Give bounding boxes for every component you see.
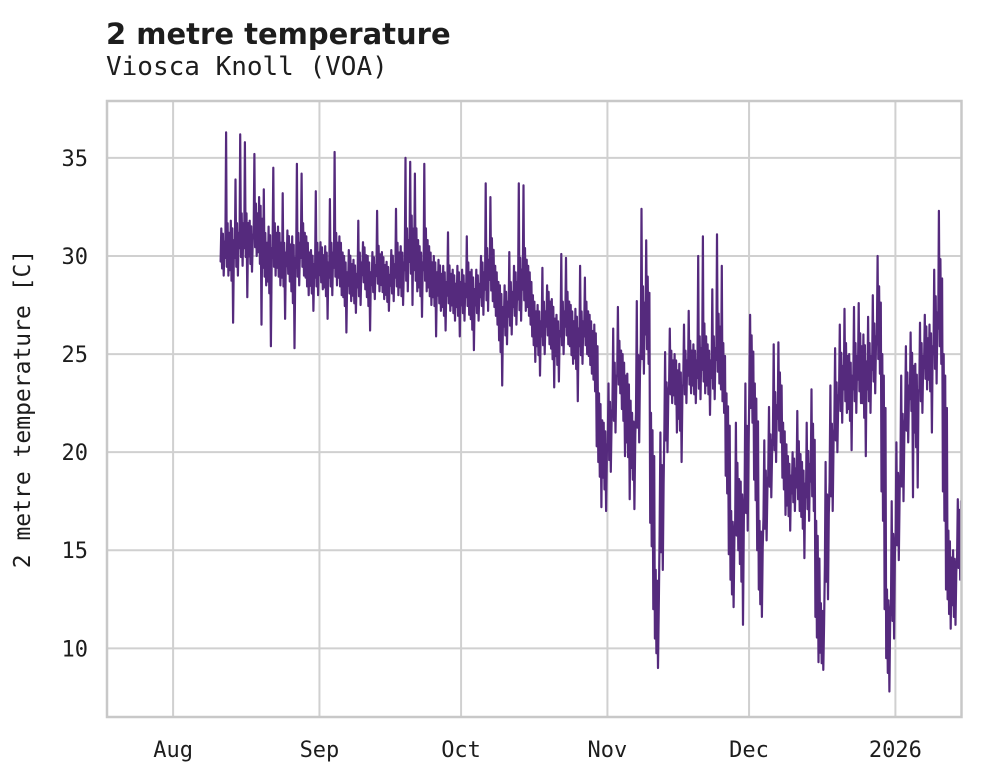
y-tick-label: 25	[62, 343, 89, 368]
y-tick-label: 20	[62, 441, 89, 466]
y-tick-label: 15	[62, 539, 89, 564]
x-tick-label: Sep	[300, 738, 340, 763]
temperature-line	[219, 131, 963, 693]
tick-label-layer: Aug Sep Oct Nov Dec 2026 10 15 20 25 30 35	[62, 147, 922, 763]
y-axis-label: 2 metre temperature [C]	[10, 250, 36, 569]
plot-border	[105, 99, 963, 719]
x-tick-label: Nov	[588, 738, 628, 763]
y-tick-label: 10	[62, 637, 89, 662]
y-tick-label: 30	[62, 245, 89, 270]
y-tick-label: 35	[62, 147, 89, 172]
x-tick-label: Dec	[729, 738, 769, 763]
chart-subtitle: Viosca Knoll (VOA)	[106, 52, 388, 82]
x-tick-label: 2026	[869, 738, 922, 763]
series-layer	[219, 131, 963, 693]
x-tick-label: Aug	[153, 738, 193, 763]
x-tick-label: Oct	[441, 738, 481, 763]
chart-title: 2 metre temperature	[106, 17, 451, 51]
